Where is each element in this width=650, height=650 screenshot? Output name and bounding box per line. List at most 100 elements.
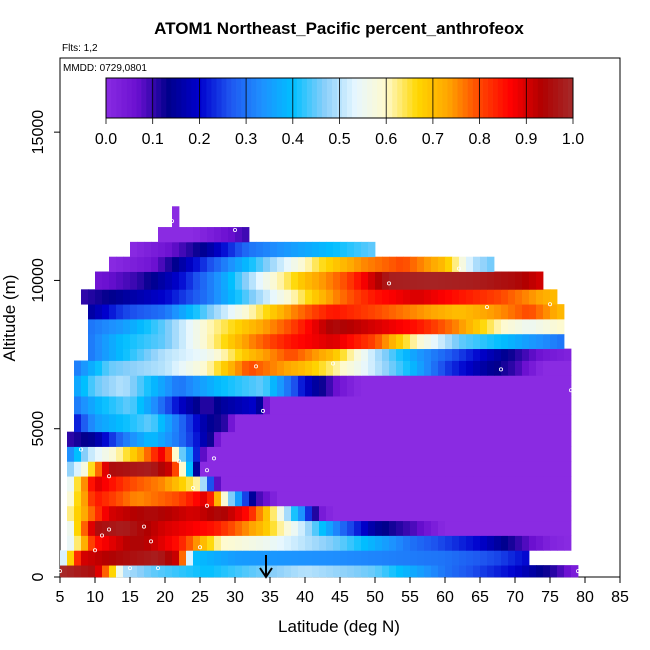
colorbar-segment xyxy=(507,78,514,118)
heatmap-cell xyxy=(137,396,145,415)
heatmap-cell xyxy=(333,360,341,376)
sample-point xyxy=(107,474,112,479)
heatmap-cell xyxy=(529,565,537,578)
heatmap-cell xyxy=(102,535,110,551)
heatmap-cell xyxy=(389,431,397,447)
heatmap-cell xyxy=(221,446,229,462)
heatmap-cell xyxy=(277,396,285,415)
heatmap-cell xyxy=(228,256,236,272)
heatmap-cell xyxy=(354,550,362,566)
heatmap-cell xyxy=(326,535,334,551)
heatmap-cell xyxy=(214,535,222,551)
heatmap-cell xyxy=(487,256,495,272)
heatmap-cell xyxy=(242,520,250,536)
heatmap-cell xyxy=(550,505,558,522)
colorbar-segment xyxy=(231,78,237,118)
heatmap-cell xyxy=(445,271,453,290)
heatmap-cell xyxy=(494,360,502,376)
heatmap-cell xyxy=(193,241,201,258)
heatmap-cell xyxy=(116,333,124,350)
heatmap-cell xyxy=(228,304,236,320)
heatmap-cell xyxy=(431,535,439,551)
heatmap-cell xyxy=(487,565,495,578)
heatmap-cell xyxy=(389,505,397,522)
heatmap-cell xyxy=(452,520,460,536)
heatmap-cell xyxy=(277,256,285,272)
heatmap-cell xyxy=(368,431,376,447)
heatmap-cell xyxy=(312,461,320,477)
heatmap-cell xyxy=(494,505,502,522)
heatmap-cell xyxy=(396,461,404,477)
x-tick-label: 15 xyxy=(121,589,139,606)
heatmap-cell xyxy=(326,413,334,433)
heatmap-cell xyxy=(95,535,103,551)
heatmap-cell xyxy=(228,446,236,462)
sample-point xyxy=(100,533,105,538)
heatmap-cell xyxy=(116,565,124,578)
heatmap-cell xyxy=(431,360,439,376)
heatmap-cell xyxy=(193,446,201,462)
heatmap-cell xyxy=(466,505,474,522)
heatmap-cell xyxy=(221,476,229,492)
heatmap-cell xyxy=(109,304,117,320)
heatmap-cell xyxy=(340,476,348,492)
heatmap-cell xyxy=(200,396,208,415)
heatmap-cell xyxy=(564,490,572,507)
heatmap-cell xyxy=(151,241,159,258)
heatmap-cell xyxy=(550,375,558,397)
heatmap-cell xyxy=(130,431,138,447)
heatmap-cell xyxy=(67,550,75,566)
heatmap-cell xyxy=(438,413,446,433)
heatmap-cell xyxy=(228,565,236,578)
heatmap-cell xyxy=(123,360,131,376)
heatmap-cell xyxy=(417,348,425,361)
heatmap-cell xyxy=(207,256,215,272)
heatmap-cell xyxy=(445,446,453,462)
heatmap-cell xyxy=(536,461,544,477)
heatmap-cell xyxy=(396,348,404,361)
heatmap-cell xyxy=(312,565,320,578)
heatmap-cell xyxy=(88,505,96,522)
heatmap-cell xyxy=(137,550,145,566)
heatmap-cell xyxy=(95,505,103,522)
heatmap-cell xyxy=(417,413,425,433)
heatmap-cell xyxy=(347,271,355,290)
heatmap-cell xyxy=(277,431,285,447)
heatmap-cell xyxy=(515,565,523,578)
heatmap-cell xyxy=(564,461,572,477)
heatmap-cell xyxy=(326,241,334,258)
heatmap-cell xyxy=(550,431,558,447)
heatmap-cell xyxy=(473,348,481,361)
heatmap-cell xyxy=(312,318,320,335)
heatmap-cell xyxy=(473,304,481,320)
heatmap-cell xyxy=(116,318,124,335)
heatmap-cell xyxy=(326,431,334,447)
heatmap-cell xyxy=(529,413,537,433)
heatmap-cell xyxy=(221,304,229,320)
colorbar-segment xyxy=(191,78,197,118)
heatmap-cell xyxy=(165,565,173,578)
heatmap-cell xyxy=(123,396,131,415)
heatmap-cell xyxy=(368,318,376,335)
heatmap-cell xyxy=(522,520,530,536)
heatmap-cell xyxy=(396,520,404,536)
colorbar-segment xyxy=(422,78,428,118)
heatmap-cell xyxy=(354,348,362,361)
heatmap-cell xyxy=(214,348,222,361)
heatmap-cell xyxy=(235,289,243,305)
heatmap-cell xyxy=(480,461,488,477)
heatmap-cell xyxy=(368,348,376,361)
heatmap-cell xyxy=(193,565,201,578)
heatmap-cell xyxy=(277,333,285,350)
heatmap-cell xyxy=(102,565,110,578)
heatmap-cell xyxy=(389,318,397,335)
heatmap-cell xyxy=(424,289,432,305)
heatmap-cell xyxy=(312,520,320,536)
heatmap-cell xyxy=(137,256,145,272)
heatmap-cell xyxy=(151,490,159,507)
x-tick-label: 25 xyxy=(191,589,209,606)
y-tick-label: 0 xyxy=(30,572,47,581)
heatmap-cell xyxy=(249,256,257,272)
heatmap-cell xyxy=(319,289,327,305)
heatmap-cell xyxy=(480,360,488,376)
